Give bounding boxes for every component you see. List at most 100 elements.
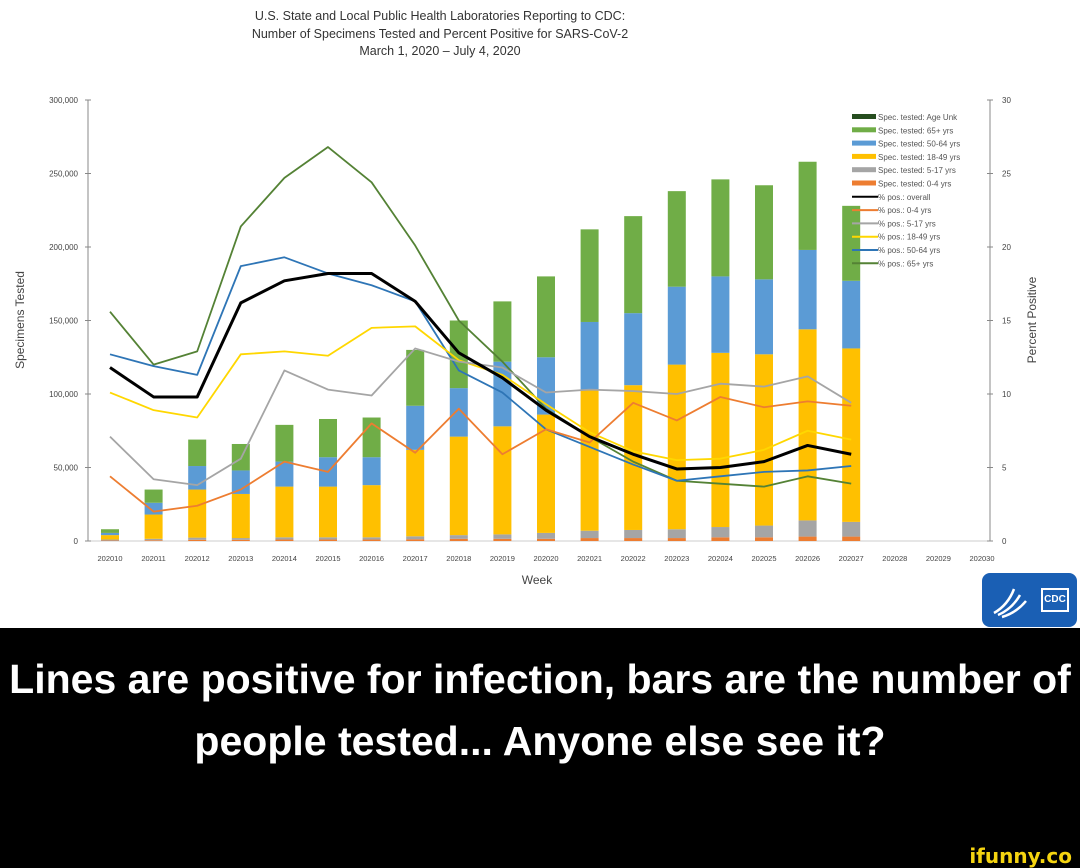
bar-segment-3 (231, 470, 250, 494)
x-tick-label: 202014 (272, 554, 297, 563)
hhs-eagle-icon (993, 588, 1027, 619)
legend-label: Spec. tested: 65+ yrs (878, 126, 953, 135)
x-tick-label: 202030 (969, 554, 994, 563)
line-series-3 (109, 325, 852, 462)
y-axis-title: Specimens Tested (13, 271, 27, 369)
bar-segment-3 (101, 532, 119, 536)
legend-label: Spec. tested: Age Unk (878, 113, 958, 122)
bar-segment-2 (275, 486, 294, 538)
bar-segment-1 (319, 537, 337, 540)
y2-tick-label: 20 (1002, 243, 1011, 252)
bar-segment-4 (188, 439, 207, 467)
bar-segment-1 (275, 537, 294, 540)
bar-segment-4 (144, 489, 163, 503)
legend-swatch (852, 127, 876, 133)
bar-segment-3 (449, 388, 468, 437)
x-tick-label: 202024 (708, 554, 733, 563)
bar-segment-3 (798, 249, 817, 330)
y2-axis-title: Percent Positive (1025, 276, 1039, 363)
bar-segment-3 (275, 461, 294, 487)
x-tick-label: 202019 (490, 554, 515, 563)
bar-segment-2 (842, 348, 861, 522)
y2-tick-label: 15 (1002, 317, 1011, 326)
bar-segment-1 (798, 520, 817, 537)
legend-label: % pos.: 65+ yrs (878, 259, 933, 268)
bar-segment-2 (580, 389, 599, 531)
y-tick-label: 50,000 (54, 464, 79, 473)
bar-segment-4 (319, 418, 337, 458)
bar-segment-2 (667, 364, 686, 530)
y2-tick-label: 30 (1002, 96, 1011, 105)
bar-segment-4 (842, 205, 861, 281)
bar-segment-3 (624, 313, 643, 386)
bar-segment-4 (798, 161, 817, 250)
y2-tick-label: 5 (1002, 464, 1007, 473)
bar-segment-1 (144, 538, 163, 541)
legend-label: % pos.: 18-49 yrs (878, 233, 940, 242)
bar-segment-1 (231, 538, 250, 540)
bar-segment-4 (493, 301, 512, 362)
bar-segment-0 (275, 539, 294, 541)
legend-label: % pos.: 50-64 yrs (878, 246, 940, 255)
x-tick-label: 202021 (577, 554, 602, 563)
bar-segment-2 (101, 535, 119, 540)
x-tick-label: 202023 (664, 554, 689, 563)
bar-segment-1 (624, 529, 643, 539)
line-series-1 (109, 396, 852, 513)
bar-segment-2 (755, 354, 773, 526)
x-tick-label: 202029 (926, 554, 951, 563)
y-tick-label: 150,000 (49, 317, 78, 326)
x-tick-label: 202016 (359, 554, 384, 563)
bar-segment-3 (406, 405, 425, 450)
bar-segment-2 (798, 329, 817, 521)
x-tick-label: 202025 (751, 554, 776, 563)
y2-tick-label: 25 (1002, 170, 1011, 179)
legend-swatch (852, 180, 876, 186)
bar-segment-2 (493, 426, 512, 535)
line-series-5 (109, 146, 852, 488)
bar-segment-2 (319, 486, 337, 538)
bar-segment-2 (188, 489, 207, 538)
cdc-logo: CDC (982, 573, 1077, 627)
bar-segment-4 (101, 529, 119, 533)
bar-segment-1 (842, 521, 861, 537)
line-series-0 (109, 271, 852, 471)
bar-segment-0 (842, 536, 861, 541)
bar-segment-4 (537, 276, 555, 358)
x-tick-label: 202017 (403, 554, 428, 563)
bar-segment-2 (144, 514, 163, 539)
bar-segment-0 (406, 539, 425, 541)
legend-swatch (852, 140, 876, 146)
bar-segment-1 (406, 536, 425, 540)
chart-title-line-2: Number of Specimens Tested and Percent P… (251, 26, 629, 41)
chart-title-line-1: U.S. State and Local Public Health Labor… (254, 9, 626, 23)
line-series-4 (109, 256, 852, 482)
chart-panel: U.S. State and Local Public Health Labor… (0, 0, 1080, 628)
legend-label: % pos.: overall (878, 193, 931, 202)
bar-segment-0 (580, 538, 599, 541)
bar-segment-2 (406, 449, 425, 537)
x-tick-label: 202010 (97, 554, 122, 563)
x-tick-label: 202022 (621, 554, 646, 563)
legend-label: % pos.: 5-17 yrs (878, 219, 936, 228)
x-tick-label: 202018 (446, 554, 471, 563)
bar-segment-0 (755, 537, 773, 541)
y2-tick-label: 0 (1002, 537, 1007, 546)
legend-label: Spec. tested: 5-17 yrs (878, 166, 956, 175)
y-tick-label: 0 (74, 537, 79, 546)
bar-segment-4 (755, 185, 773, 280)
bar-segment-3 (362, 457, 381, 486)
bar-segment-1 (188, 537, 207, 540)
x-tick-label: 202011 (141, 554, 165, 563)
caption: Lines are positive for infection, bars a… (9, 656, 1071, 764)
legend-swatch (852, 153, 876, 159)
bar-segment-4 (667, 191, 686, 287)
bar-segment-0 (537, 538, 555, 541)
bar-segment-2 (711, 352, 730, 528)
bar-segment-0 (624, 538, 643, 541)
bar-segment-1 (362, 537, 381, 540)
bar-segment-1 (493, 534, 512, 539)
bar-segment-0 (449, 538, 468, 541)
bar-segment-2 (537, 414, 555, 533)
x-tick-label: 202028 (882, 554, 907, 563)
